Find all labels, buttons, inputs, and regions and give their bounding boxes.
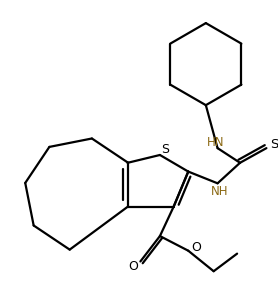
Text: S: S: [161, 143, 169, 156]
Text: O: O: [129, 260, 138, 273]
Text: NH: NH: [211, 184, 228, 198]
Text: HN: HN: [207, 136, 224, 149]
Text: S: S: [270, 138, 278, 151]
Text: O: O: [191, 241, 201, 254]
